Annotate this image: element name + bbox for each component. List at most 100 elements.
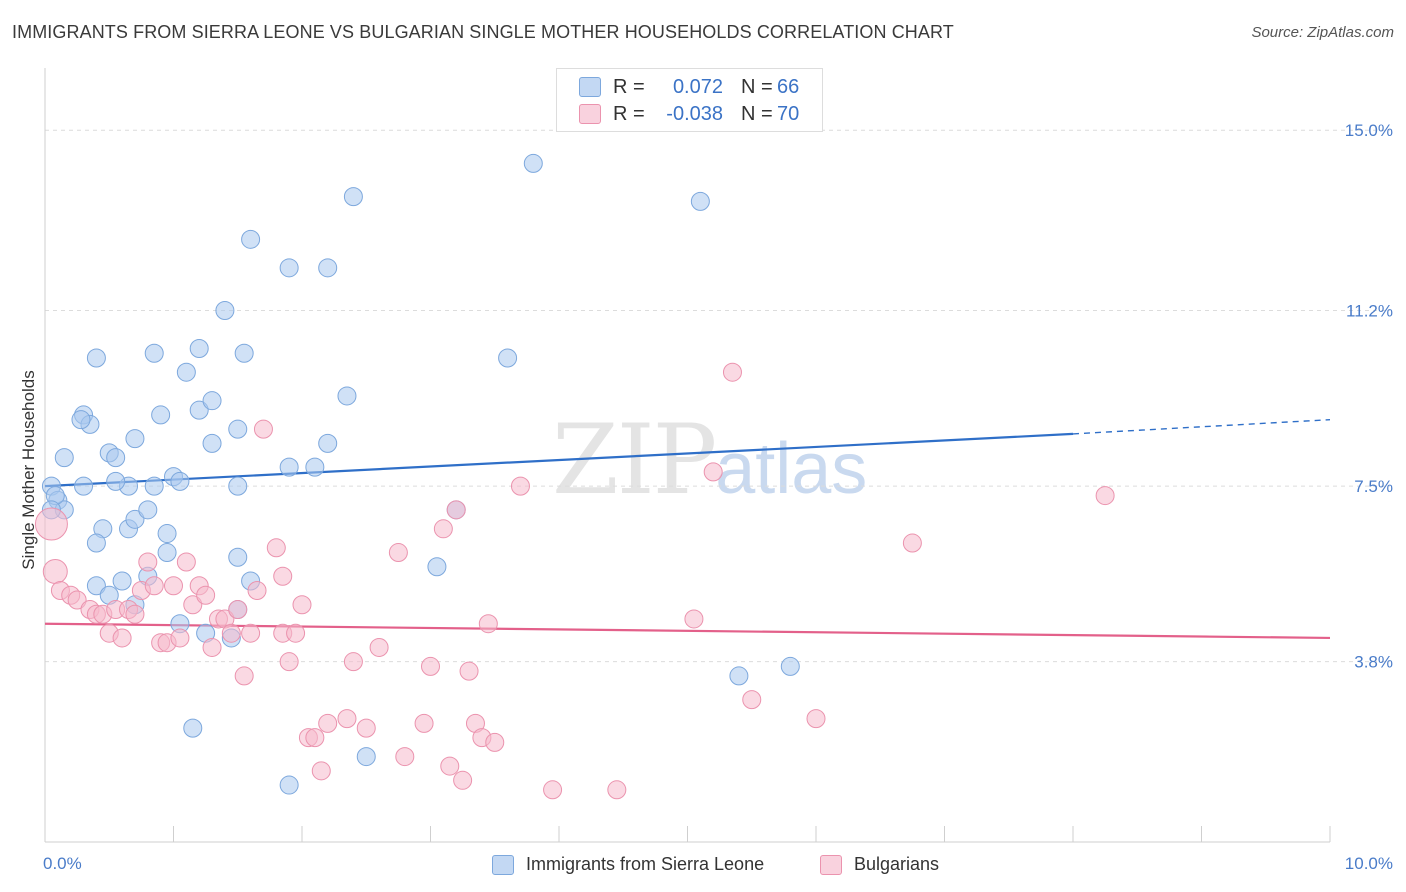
data-point [144, 576, 164, 596]
data-point [742, 690, 762, 710]
data-point [228, 476, 248, 496]
data-point [446, 500, 466, 520]
data-point [234, 343, 254, 363]
data-point [67, 590, 87, 610]
data-point [202, 637, 222, 657]
legend-n-label: N = [741, 102, 773, 125]
data-point [343, 187, 363, 207]
data-point [356, 747, 376, 767]
data-point [42, 559, 68, 585]
data-point [138, 500, 158, 520]
data-point [176, 362, 196, 382]
points-layer [34, 153, 1115, 800]
data-point [388, 543, 408, 563]
data-point [318, 258, 338, 278]
data-point [780, 656, 800, 676]
legend-r-value: -0.038 [666, 102, 723, 125]
data-point [414, 713, 434, 733]
data-point [241, 229, 261, 249]
data-point [523, 153, 543, 173]
data-point [176, 552, 196, 572]
data-point [74, 476, 94, 496]
data-point [144, 343, 164, 363]
data-point [421, 656, 440, 676]
legend-item-sierra-leone[interactable]: Immigrants from Sierra Leone [492, 854, 764, 875]
data-point [722, 362, 742, 382]
label-layer: 3.8% 7.5% 11.2% 15.0% 0.0% 10.0% Single Mother… [19, 121, 1393, 873]
y-tick-label: 15.0% [1345, 121, 1393, 140]
data-point [1095, 486, 1115, 506]
data-point [440, 756, 460, 776]
data-point [266, 538, 286, 558]
data-point [157, 543, 177, 563]
data-point [234, 666, 254, 686]
data-point [86, 576, 106, 596]
data-point [71, 410, 91, 430]
legend-label-sierra-leone: Immigrants from Sierra Leone [526, 854, 765, 874]
legend-item-bulgarians[interactable]: Bulgarians [820, 854, 939, 875]
y-tick-label: 11.2% [1346, 302, 1393, 321]
data-point [343, 652, 363, 672]
data-point [215, 301, 235, 321]
data-point [228, 599, 248, 619]
legend-swatch-sierra-leone [579, 77, 601, 97]
data-point [607, 780, 627, 800]
data-point [806, 709, 826, 729]
data-point [311, 761, 331, 781]
legend-r-value: 0.072 [672, 75, 723, 98]
data-point [498, 348, 518, 368]
data-point [189, 338, 209, 358]
data-point [106, 448, 126, 468]
legend-correlation: R = 0.072 N = 66 R = -0.038 N = 70 [556, 68, 823, 132]
data-point [170, 628, 190, 648]
data-point [170, 471, 190, 491]
data-point [279, 652, 299, 672]
data-point [125, 429, 145, 449]
data-point [729, 666, 749, 686]
data-point [228, 419, 248, 439]
data-point [144, 476, 164, 496]
data-point [305, 728, 325, 748]
data-point [151, 405, 171, 425]
data-point [183, 718, 203, 738]
legend-row-bulgarians: R = -0.038 N = 70 [579, 102, 799, 126]
data-point [485, 732, 505, 752]
data-point [241, 623, 261, 643]
trend-layer [44, 418, 1331, 640]
axis-layer [44, 68, 1331, 843]
series-bulgarians [34, 362, 1115, 800]
data-point [247, 580, 267, 600]
data-point [279, 775, 299, 795]
watermark-part2: atlas [715, 429, 868, 509]
data-point [273, 566, 293, 586]
trend-line [44, 432, 1074, 488]
trend-line [44, 622, 1331, 640]
data-point [34, 507, 68, 541]
data-point [189, 400, 209, 420]
series-sierra-leone [41, 153, 800, 795]
data-point [286, 623, 306, 643]
data-point [202, 391, 222, 411]
data-point [279, 457, 299, 477]
data-point [395, 747, 415, 767]
data-point [228, 547, 248, 567]
legend-row-sierra-leone: R = 0.072 N = 66 [579, 75, 799, 99]
chart-source: Source: ZipAtlas.com [1251, 24, 1394, 41]
data-point [356, 718, 376, 738]
data-point [369, 637, 389, 657]
legend-n-value: 66 [777, 75, 800, 98]
data-point [902, 533, 922, 553]
legend-swatch-bulgarians [579, 104, 601, 124]
data-point [337, 386, 357, 406]
data-point [86, 348, 106, 368]
data-point [433, 519, 453, 539]
data-point [253, 419, 273, 439]
data-point [478, 614, 498, 634]
data-point [86, 533, 106, 553]
y-tick-label: 7.5% [1354, 477, 1393, 496]
data-point [543, 780, 563, 800]
data-point [112, 571, 132, 591]
data-point [453, 770, 473, 790]
legend-r-label: R = [613, 75, 645, 98]
